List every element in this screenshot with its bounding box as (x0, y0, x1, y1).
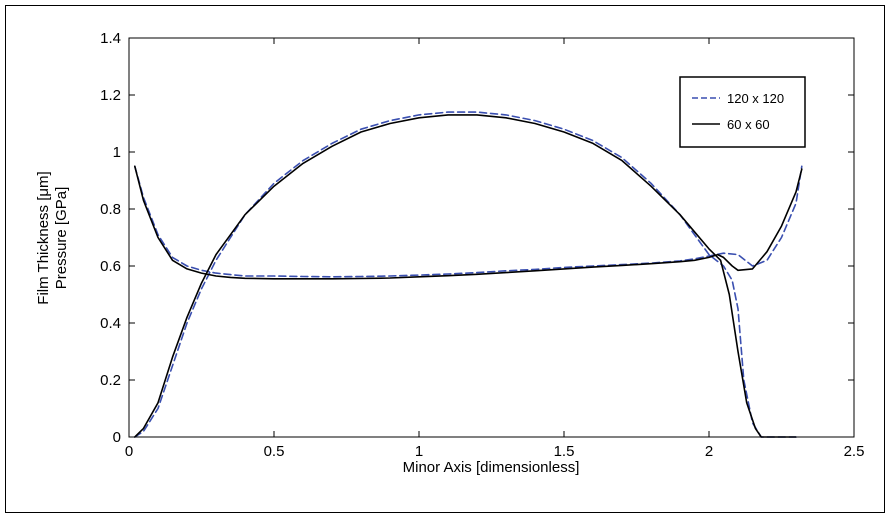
x-axis-label: Minor Axis [dimensionless] (403, 459, 580, 476)
y-axis-label-line1: Film Thickness [μm] (35, 171, 52, 304)
y-tick-label: 0.6 (100, 258, 121, 275)
y-tick-label: 0.2 (100, 372, 121, 389)
y-tick-label: 1.2 (100, 87, 121, 104)
y-ticks: 0 0.2 0.4 0.6 0.8 1 1.2 1.4 (100, 30, 854, 446)
y-tick-label: 1 (113, 144, 121, 161)
x-tick-label: 2.5 (844, 443, 865, 460)
series-line-120x120-curve-0 (134, 165, 803, 278)
x-tick-label: 0 (125, 443, 133, 460)
legend-box (679, 76, 806, 148)
x-tick-label: 0.5 (264, 443, 285, 460)
legend-label-120: 120 x 120 (727, 91, 784, 106)
series-layer (134, 111, 803, 438)
legend: 120 x 120 60 x 60 (679, 76, 806, 148)
plot-border (128, 37, 855, 438)
x-tick-label: 2 (705, 443, 713, 460)
y-tick-label: 0.8 (100, 201, 121, 218)
y-tick-label: 0 (113, 429, 121, 446)
series-line-120x120-curve-1 (134, 111, 797, 438)
y-tick-label: 1.4 (100, 30, 121, 47)
y-axis-label-line2: Pressure [GPa] (53, 187, 70, 290)
legend-label-60: 60 x 60 (727, 117, 770, 132)
x-tick-label: 1 (415, 443, 423, 460)
x-ticks: 0 0.5 1 1.5 2 2.5 (125, 38, 865, 460)
y-tick-label: 0.4 (100, 315, 121, 332)
series-line-60x60-curve-1 (134, 114, 797, 438)
series-line-60x60-curve-0 (134, 165, 803, 280)
plot-area (128, 37, 855, 438)
x-tick-label: 1.5 (554, 443, 575, 460)
